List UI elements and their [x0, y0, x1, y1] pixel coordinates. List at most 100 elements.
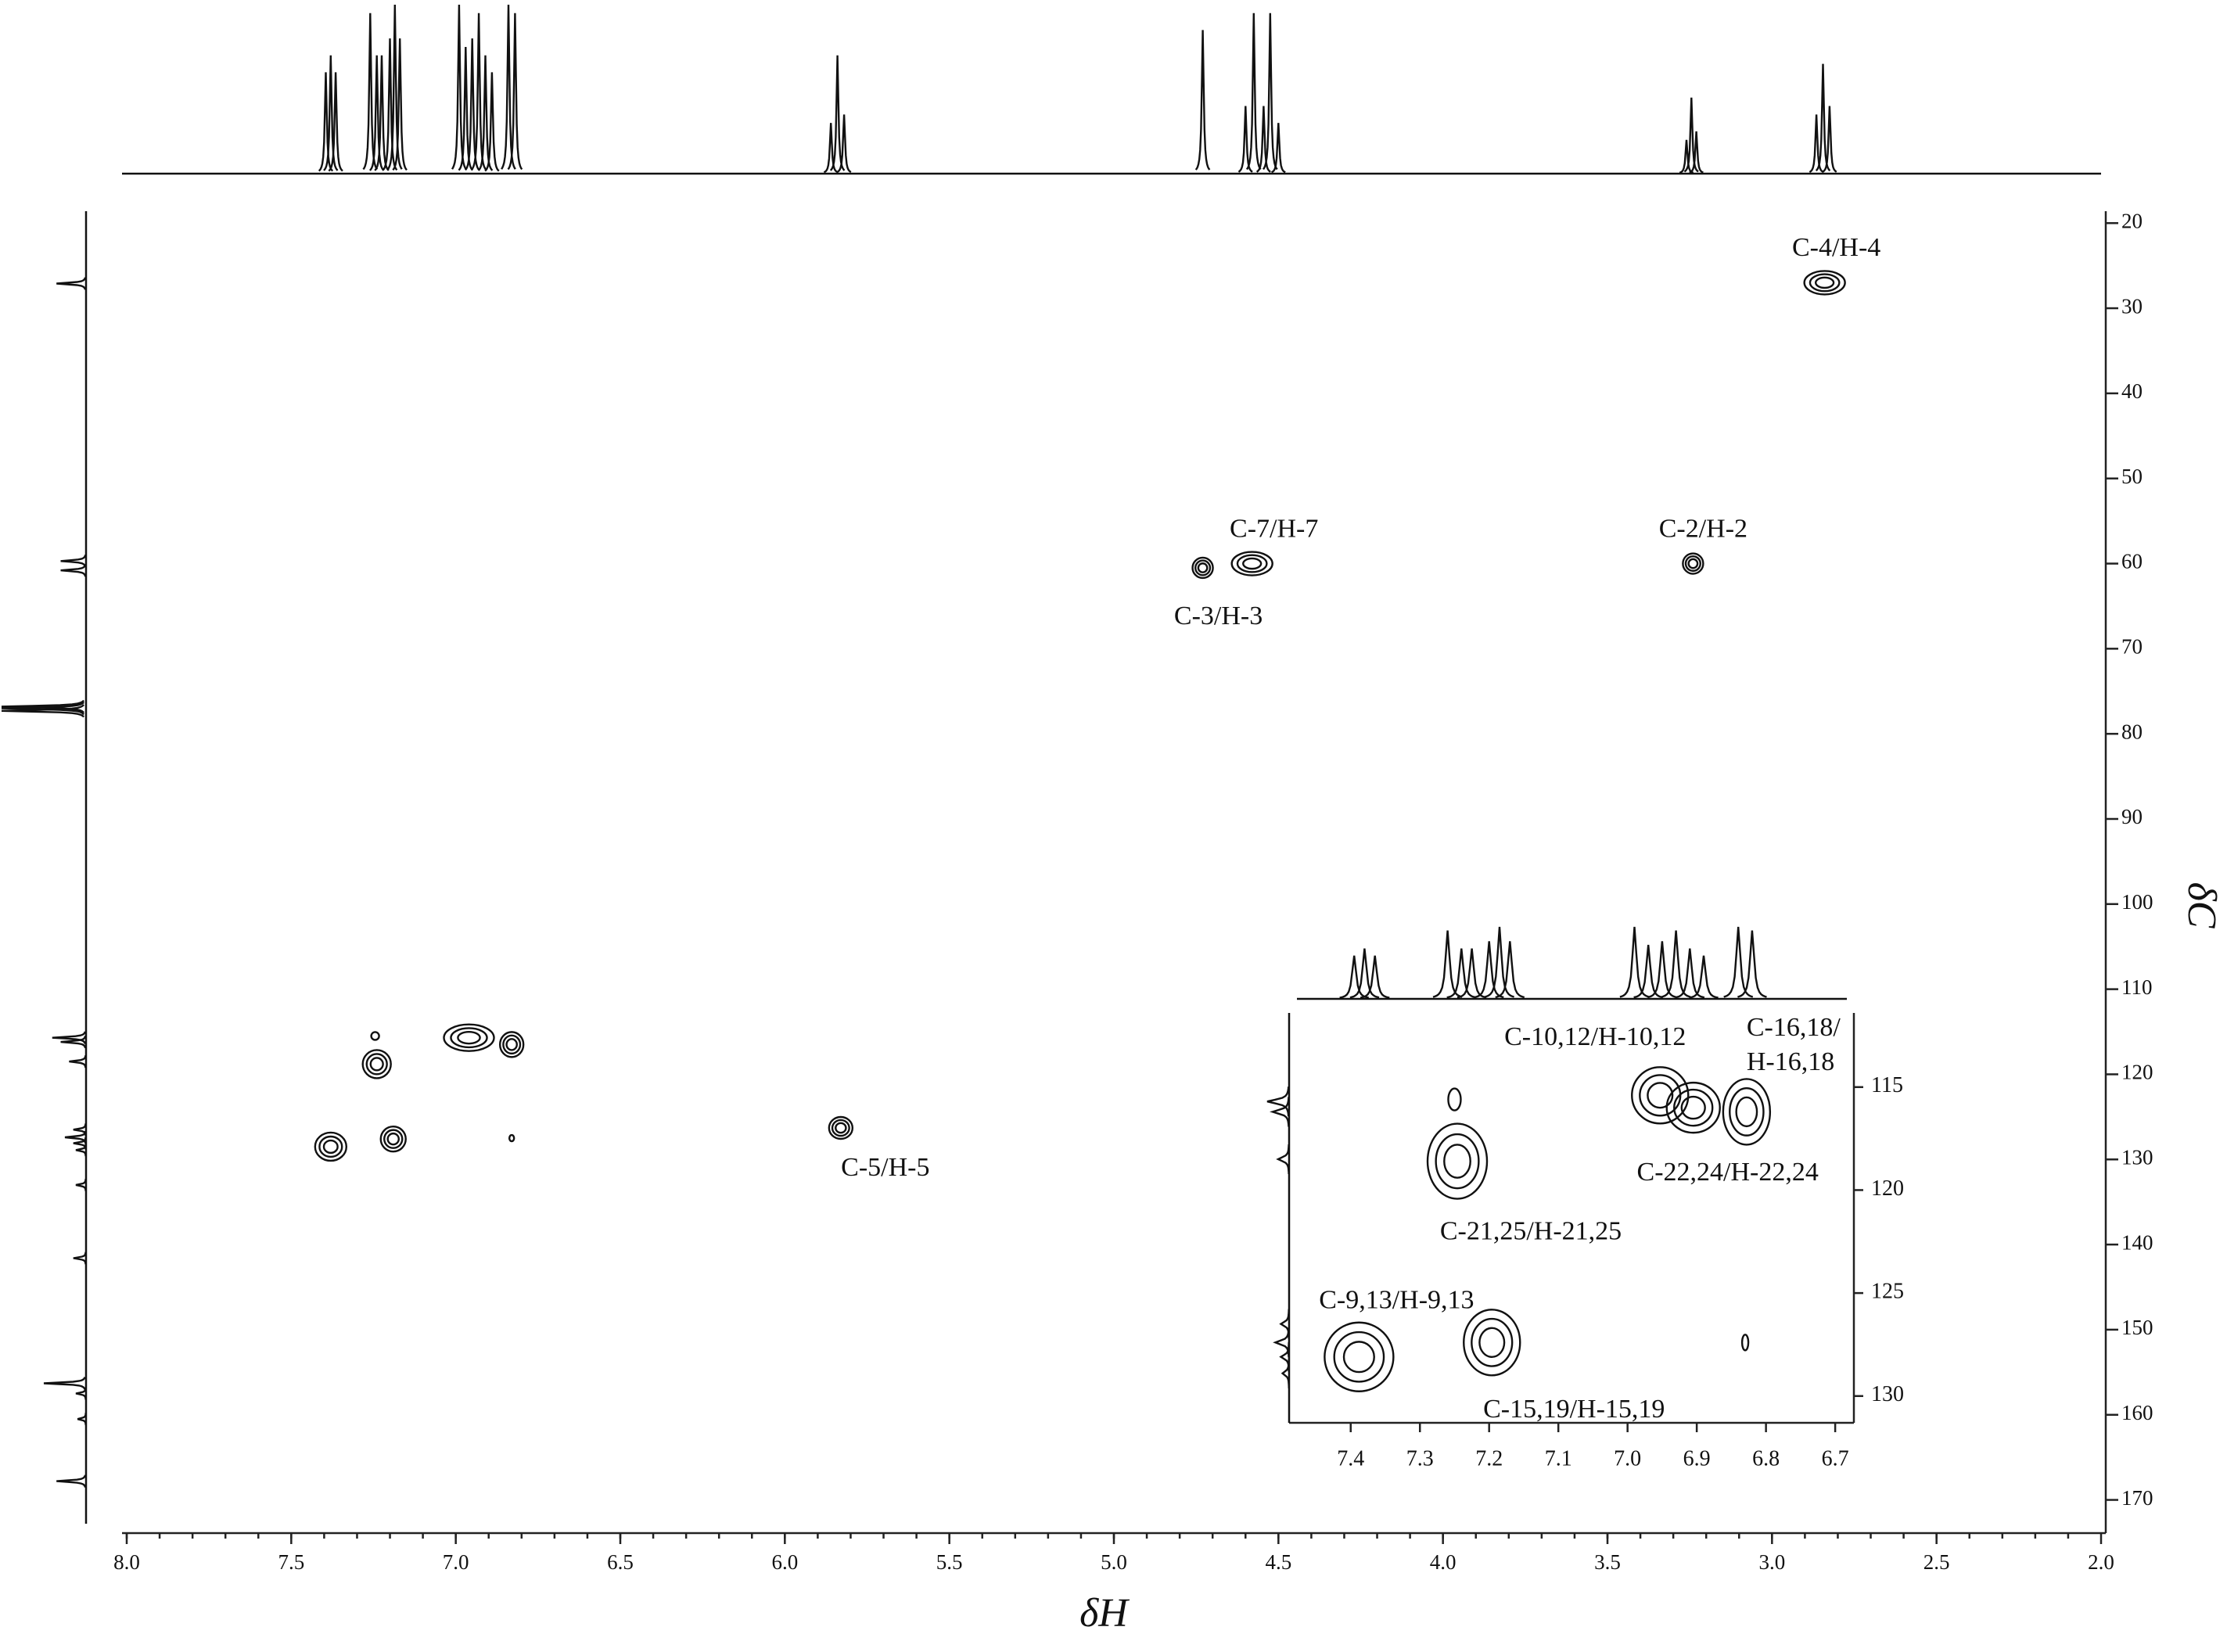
inset-y-tick-label: 125: [1871, 1280, 1904, 1304]
c-peak: [77, 1413, 87, 1426]
inset-h-peak: [1495, 941, 1525, 999]
inset-peak-label: C-15,19/H-15,19: [1483, 1395, 1665, 1424]
contour-ring: [322, 1139, 339, 1155]
h-peak: [1237, 106, 1253, 173]
c-peak: [56, 1474, 87, 1488]
contour-ring: [369, 1057, 384, 1072]
h-peak: [374, 55, 390, 171]
contour-ring: [450, 1027, 488, 1049]
inset-c-peak: [1266, 1086, 1290, 1117]
y-tick-label: 120: [2121, 1061, 2153, 1084]
contour-ring: [1426, 1122, 1489, 1200]
contour-ring: [386, 1132, 400, 1146]
contour-ring: [1478, 1327, 1506, 1358]
contour-ring: [370, 1031, 380, 1041]
cross-peak: [1682, 552, 1704, 575]
inset-x-tick-label: 7.0: [1614, 1446, 1641, 1471]
h-peak: [1689, 131, 1704, 174]
x-tick-label: 5.0: [1101, 1550, 1127, 1574]
h-peak: [1262, 13, 1278, 171]
cross-peak: [1463, 1309, 1521, 1377]
peak-label: C-5/H-5: [841, 1153, 929, 1182]
cross-peak: [828, 1115, 854, 1140]
cross-peak: [1447, 1087, 1462, 1112]
y-tick-label: 80: [2121, 720, 2143, 743]
h-peak: [477, 55, 494, 171]
contour-ring: [1333, 1331, 1385, 1383]
peak-label: C-2/H-2: [1659, 514, 1747, 543]
contour-ring: [379, 1125, 407, 1153]
contour-ring: [1735, 1096, 1758, 1128]
inset-peak-label: C-9,13/H-9,13: [1319, 1286, 1474, 1315]
y-tick-label: 50: [2121, 465, 2143, 488]
contour-ring: [318, 1135, 343, 1158]
h-peak: [328, 72, 343, 172]
contour-ring: [828, 1115, 854, 1140]
contour-ring: [1682, 552, 1704, 575]
contour-ring: [314, 1131, 348, 1162]
h-peak: [464, 38, 480, 171]
h-peak: [323, 55, 339, 171]
inset-h-peak: [1689, 955, 1719, 999]
contour-ring: [1197, 562, 1209, 573]
h-peak: [386, 4, 403, 170]
cross-peak: [1803, 270, 1846, 296]
c-peak: [75, 1178, 87, 1191]
h-peak: [362, 13, 379, 171]
c-peak: [1, 704, 84, 718]
contour-ring: [1324, 1321, 1395, 1392]
inset-y-tick-label: 130: [1871, 1382, 1904, 1406]
contour-ring: [443, 1023, 495, 1052]
x-tick-label: 7.0: [443, 1550, 469, 1574]
cross-peak: [379, 1125, 407, 1153]
cross-peak: [314, 1131, 348, 1162]
x-tick-label: 2.5: [1923, 1550, 1950, 1574]
x-tick-label: 6.0: [771, 1550, 798, 1574]
inset-y-tick-label: 115: [1871, 1073, 1903, 1097]
h-peak: [1815, 63, 1831, 172]
x-axis-label: δH: [1079, 1591, 1130, 1636]
cross-peak: [1665, 1081, 1721, 1134]
contour-ring: [365, 1053, 388, 1076]
contour-ring: [1665, 1081, 1721, 1134]
x-tick-label: 2.0: [2088, 1550, 2114, 1574]
contour-ring: [1631, 1066, 1690, 1125]
y-tick-label: 100: [2121, 890, 2153, 914]
h-peak: [392, 38, 408, 171]
c-peak: [75, 1144, 87, 1157]
contour-ring: [1191, 556, 1214, 580]
inset-peak-label: H-16,18: [1747, 1047, 1834, 1076]
contour-ring: [1236, 554, 1268, 573]
inset-h-peak: [1485, 926, 1514, 998]
contour-ring: [1242, 557, 1263, 570]
contour-ring: [1814, 276, 1835, 289]
h-peak: [451, 4, 467, 170]
inset-h-peak: [1432, 930, 1463, 998]
contour-ring: [457, 1030, 481, 1045]
y-tick-label: 170: [2121, 1486, 2153, 1510]
contour-ring: [1740, 1334, 1750, 1352]
cross-peak: [1324, 1321, 1395, 1392]
h-peak: [501, 4, 516, 170]
inset-h-peak: [1360, 955, 1390, 999]
inset-h-peak: [1647, 941, 1677, 999]
contour-ring: [1471, 1317, 1514, 1367]
y-tick-label: 20: [2121, 209, 2143, 232]
contour-ring: [1443, 1144, 1471, 1179]
y-tick-label: 160: [2121, 1401, 2153, 1424]
inset-peak-label: C-21,25/H-21,25: [1440, 1216, 1622, 1245]
h-peak: [1822, 106, 1837, 173]
contour-ring: [505, 1038, 518, 1051]
h-peak: [484, 72, 500, 172]
contour-ring: [361, 1049, 392, 1079]
c-peak: [1, 699, 84, 714]
cross-peak: [1426, 1122, 1489, 1200]
h-peak: [1809, 114, 1824, 174]
cross-peak: [1722, 1078, 1772, 1146]
inset-c-peak: [1273, 1327, 1290, 1358]
h-peak: [1683, 97, 1699, 173]
cross-peak: [508, 1133, 515, 1143]
inset-h-peak: [1661, 930, 1691, 998]
c-peak: [73, 1252, 87, 1265]
